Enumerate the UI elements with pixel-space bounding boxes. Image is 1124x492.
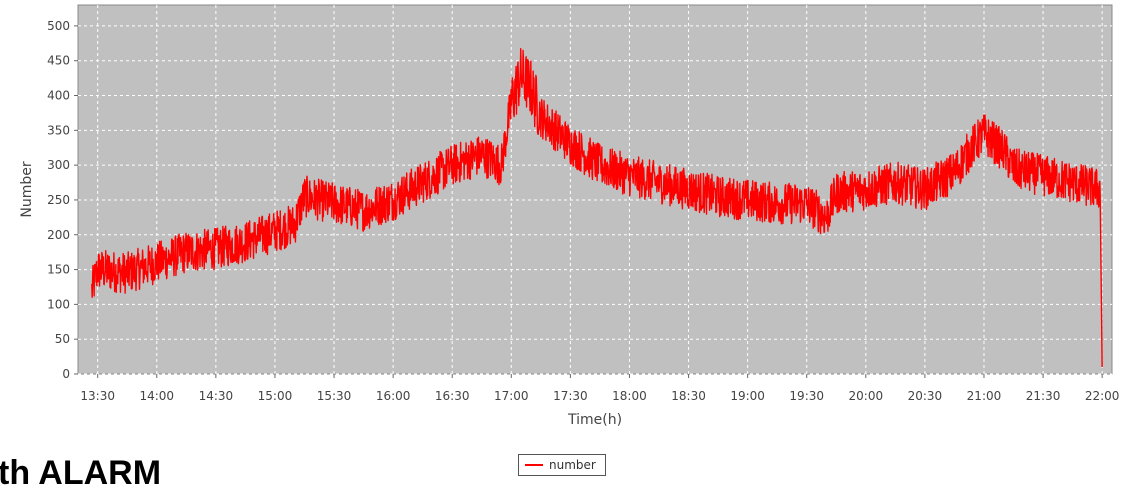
y-tick-label: 450 [47, 54, 70, 68]
x-tick-label: 20:00 [849, 389, 884, 403]
x-tick-label: 15:00 [258, 389, 293, 403]
x-axis-title: Time(h) [567, 412, 622, 428]
grid-layer [78, 5, 1112, 375]
chart: 0 50 100 150 200 250 300 350 400 450 500 13:30 14:00… [0, 4, 1119, 490]
x-tick-label: 22:00 [1085, 389, 1120, 403]
x-tick-label: 14:30 [199, 389, 234, 403]
y-tick-label: 350 [47, 123, 70, 137]
y-tick-label: 0 [62, 367, 70, 381]
y-tick-label: 150 [47, 263, 70, 277]
x-tick-label: 16:30 [435, 389, 470, 403]
x-tick-label: 13:30 [80, 389, 115, 403]
legend-swatch-number [525, 464, 543, 466]
y-tick-label: 300 [47, 158, 70, 172]
y-tick-label: 400 [47, 89, 70, 103]
y-tick-label: 250 [47, 193, 70, 207]
x-tick-label: 19:00 [730, 389, 765, 403]
legend-label-number: number [549, 458, 596, 472]
x-tick-label: 18:00 [612, 389, 647, 403]
x-tick-label: 18:30 [671, 389, 706, 403]
x-tick-label: 15:30 [317, 389, 352, 403]
x-tick-label: 21:00 [967, 389, 1002, 403]
series-layer [91, 48, 1103, 368]
x-tick-label: 21:30 [1026, 389, 1061, 403]
chart-svg: 0 50 100 150 200 250 300 350 400 450 500 13:30 14:00… [19, 4, 1119, 428]
y-tick-label: 50 [55, 332, 70, 346]
y-tick-label: 200 [47, 228, 70, 242]
y-axis-title: Number [19, 161, 35, 217]
x-tick-label: 16:00 [376, 389, 411, 403]
x-tick-label: 19:30 [789, 389, 824, 403]
x-tick-label: 17:00 [494, 389, 529, 403]
axis-layer: 0 50 100 150 200 250 300 350 400 450 500 13:30 14:00… [47, 19, 1119, 403]
legend: number [518, 454, 606, 476]
series-line-number [91, 48, 1103, 368]
section-heading-fragment: th ALARM [0, 454, 162, 492]
x-tick-label: 17:30 [553, 389, 588, 403]
y-tick-label: 100 [47, 297, 70, 311]
x-tick-label: 20:30 [908, 389, 943, 403]
y-tick-label: 500 [47, 19, 70, 33]
x-tick-label: 14:00 [139, 389, 174, 403]
